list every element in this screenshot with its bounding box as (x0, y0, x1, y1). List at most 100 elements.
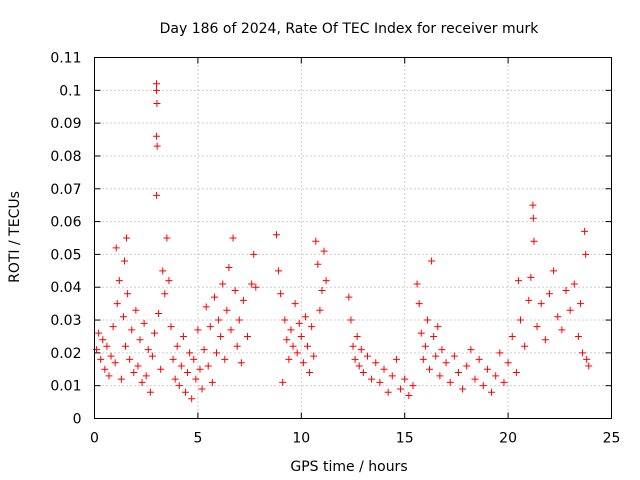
data-point (419, 355, 427, 363)
data-point (500, 378, 508, 386)
data-point (409, 382, 417, 390)
chart-title: Day 186 of 2024, Rate Of TEC Index for r… (160, 21, 540, 37)
data-point (384, 388, 392, 396)
data-point (153, 191, 161, 199)
data-point (223, 306, 231, 314)
data-point (101, 365, 109, 373)
y-tick-label: 0.01 (50, 379, 81, 395)
data-point (582, 250, 590, 258)
data-point (113, 300, 121, 308)
data-point (417, 329, 425, 337)
data-point (353, 332, 361, 340)
data-point (529, 201, 537, 209)
data-point (479, 382, 487, 390)
data-point (115, 277, 123, 285)
y-axis-label: ROTI / TECUs (7, 191, 23, 283)
data-point (120, 257, 128, 265)
y-tick-label: 0.05 (50, 247, 81, 263)
plot-frame (94, 57, 612, 419)
data-point (525, 296, 533, 304)
data-point (537, 300, 545, 308)
data-point (217, 332, 225, 340)
data-point (95, 329, 103, 337)
data-point (204, 362, 212, 370)
data-point (157, 365, 165, 373)
data-point (188, 395, 196, 403)
data-point (488, 388, 496, 396)
data-point (297, 332, 305, 340)
data-point (153, 99, 161, 107)
data-point (436, 372, 444, 380)
data-point (314, 260, 322, 268)
data-point (184, 369, 192, 377)
data-point (533, 323, 541, 331)
y-tick-label: 0.07 (50, 182, 81, 198)
data-point (239, 296, 247, 304)
data-point (153, 132, 161, 140)
x-tick-label: 5 (193, 431, 202, 447)
y-tick-label: 0.02 (50, 346, 81, 362)
data-point (175, 382, 183, 390)
data-point (215, 316, 223, 324)
data-point (111, 359, 119, 367)
data-point (401, 375, 409, 383)
data-point (244, 332, 252, 340)
data-point (423, 316, 431, 324)
data-point (163, 234, 171, 242)
data-point (405, 392, 413, 400)
data-point (248, 280, 256, 288)
data-point (583, 355, 591, 363)
data-point (287, 326, 295, 334)
data-point (194, 326, 202, 334)
data-point (144, 346, 152, 354)
data-point (306, 369, 314, 377)
data-point (97, 355, 105, 363)
data-point (173, 342, 181, 350)
data-point (554, 313, 562, 321)
data-point (512, 369, 520, 377)
data-point (272, 231, 280, 239)
data-point (279, 378, 287, 386)
data-point (119, 313, 127, 321)
data-point (275, 267, 283, 275)
data-point (316, 306, 324, 314)
data-point (122, 342, 130, 350)
data-point (392, 355, 400, 363)
data-point (138, 378, 146, 386)
data-point (227, 326, 235, 334)
data-point (117, 375, 125, 383)
y-tick-label: 0.04 (50, 280, 81, 296)
data-point (165, 277, 173, 285)
data-point (250, 250, 258, 258)
data-point (345, 293, 353, 301)
data-point (545, 290, 553, 298)
data-point (134, 362, 142, 370)
data-point (132, 306, 140, 314)
data-point (109, 323, 117, 331)
x-tick-label: 20 (499, 431, 517, 447)
data-point (103, 342, 111, 350)
data-point (148, 352, 156, 360)
data-point (171, 375, 179, 383)
data-point (310, 352, 318, 360)
data-point (413, 280, 421, 288)
data-point (415, 300, 423, 308)
data-point (150, 329, 158, 337)
data-point (252, 283, 260, 291)
data-point (529, 214, 537, 222)
data-point (237, 359, 245, 367)
y-tick-label: 0.03 (50, 313, 81, 329)
data-point (530, 237, 538, 245)
data-point (285, 355, 293, 363)
data-point (504, 359, 512, 367)
data-point (368, 375, 376, 383)
data-point (496, 349, 504, 357)
data-point (140, 319, 148, 327)
data-point (153, 142, 161, 150)
data-point (126, 355, 134, 363)
data-point (521, 342, 529, 350)
data-point (558, 326, 566, 334)
data-point (574, 332, 582, 340)
x-tick-label: 0 (90, 431, 99, 447)
